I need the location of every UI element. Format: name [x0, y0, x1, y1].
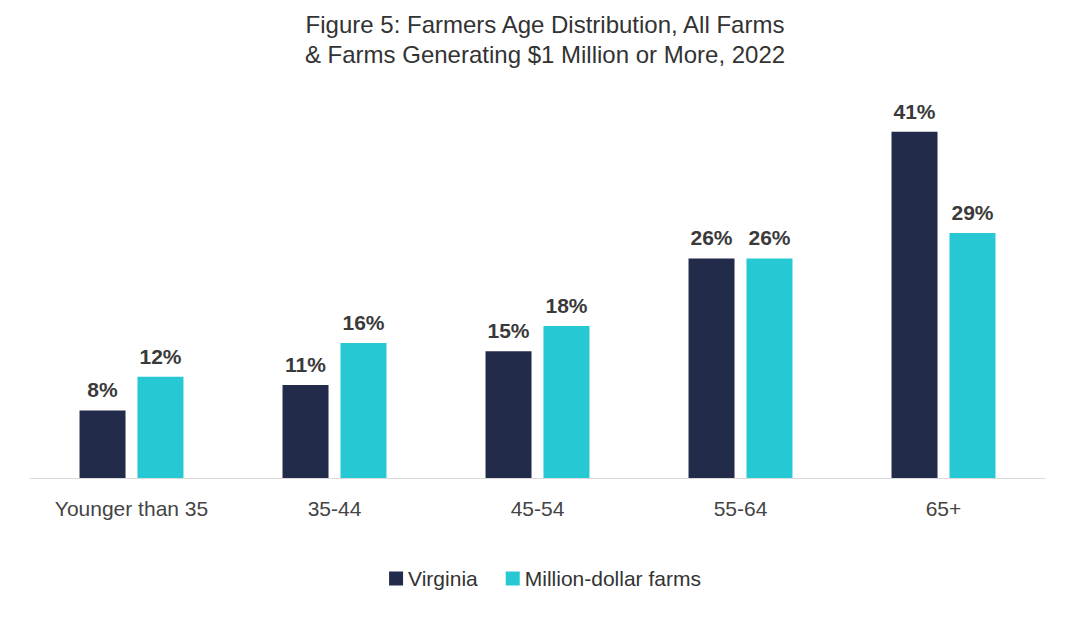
svg-text:Million-dollar farms: Million-dollar farms [525, 567, 701, 590]
svg-text:18%: 18% [545, 294, 587, 317]
svg-text:35-44: 35-44 [308, 497, 362, 520]
svg-text:45-54: 45-54 [511, 497, 565, 520]
svg-text:Virginia: Virginia [408, 567, 478, 590]
svg-text:26%: 26% [748, 226, 790, 249]
svg-text:Younger than 35: Younger than 35 [55, 497, 208, 520]
svg-text:65+: 65+ [926, 497, 962, 520]
svg-text:& Farms Generating $1 Million: & Farms Generating $1 Million or More, 2… [305, 41, 785, 68]
svg-text:16%: 16% [342, 311, 384, 334]
svg-text:29%: 29% [951, 201, 993, 224]
svg-text:55-64: 55-64 [714, 497, 768, 520]
svg-text:11%: 11% [285, 353, 326, 376]
svg-text:41%: 41% [894, 100, 936, 123]
svg-text:12%: 12% [139, 345, 181, 368]
svg-text:26%: 26% [691, 226, 733, 249]
svg-text:15%: 15% [488, 319, 530, 342]
svg-text:Figure 5: Farmers Age Distribu: Figure 5: Farmers Age Distribution, All … [306, 11, 785, 38]
svg-text:8%: 8% [87, 378, 118, 401]
